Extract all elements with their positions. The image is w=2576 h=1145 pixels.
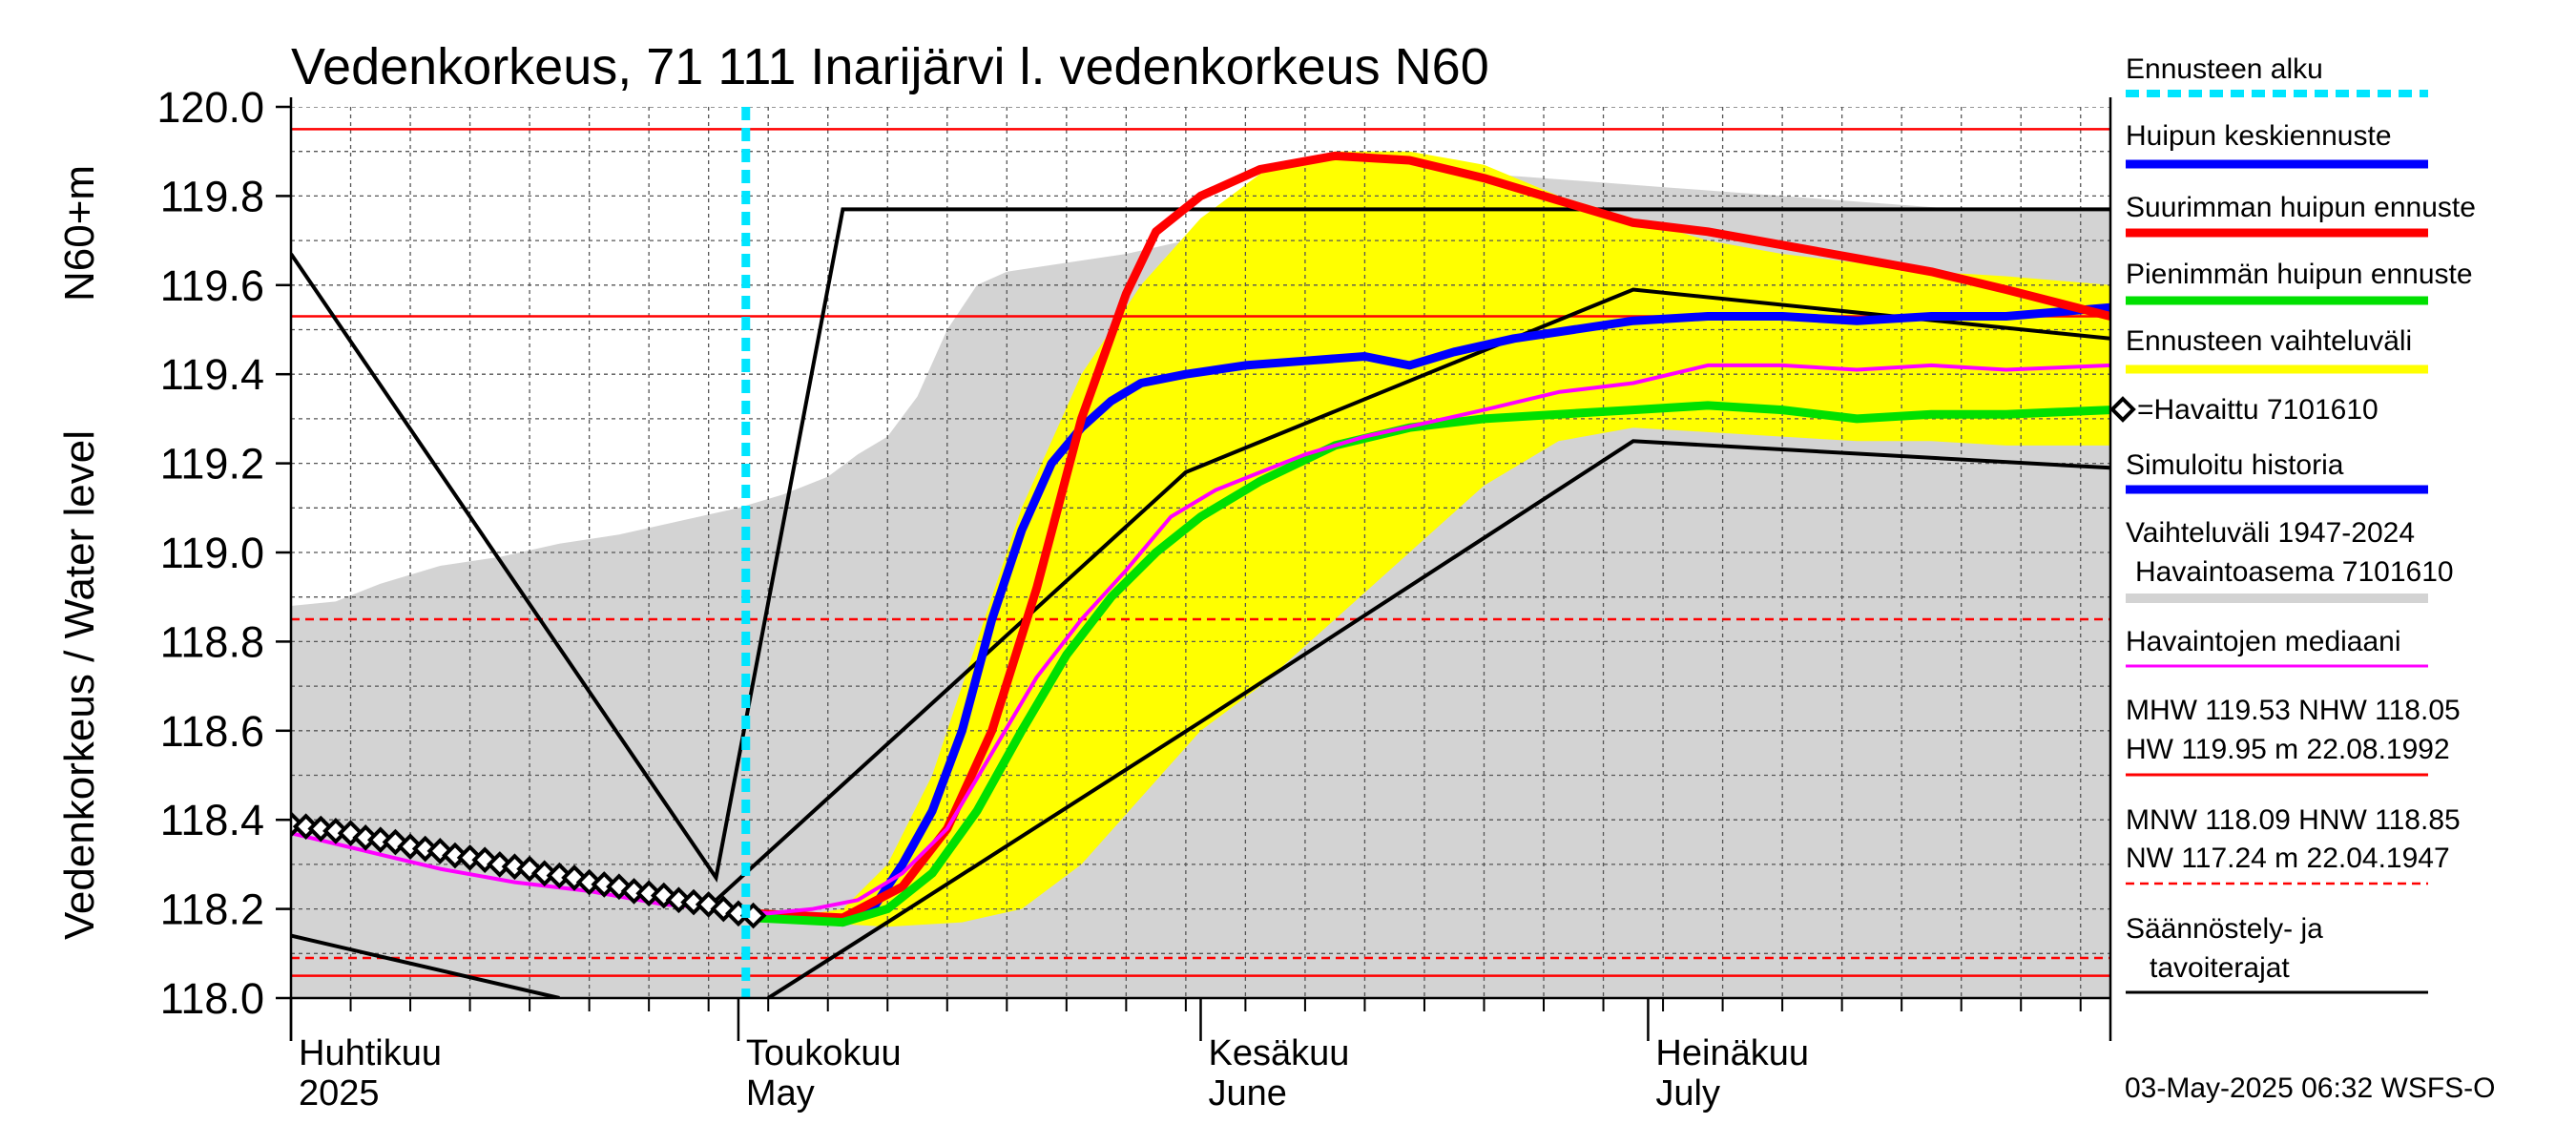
legend-label: Ennusteen vaihteluväli <box>2126 325 2412 357</box>
chart-title: Vedenkorkeus, 71 111 Inarijärvi l. veden… <box>291 38 1489 95</box>
legend-label-line2: NW 117.24 m 22.04.1947 <box>2126 843 2450 874</box>
legend-observed-marker <box>2109 396 2136 423</box>
legend-label: Vaihteluväli 1947-2024 <box>2126 517 2415 549</box>
y-tick-label: 119.8 <box>160 172 264 220</box>
legend-label: Simuloitu historia <box>2126 449 2344 481</box>
legend-label-line2: tavoiterajat <box>2150 952 2290 984</box>
month-label-fi: Huhtikuu <box>299 1033 442 1073</box>
legend-label-line2: HW 119.95 m 22.08.1992 <box>2126 734 2450 765</box>
month-label-en: June <box>1209 1073 1287 1114</box>
regulation-limit-line-1 <box>291 207 2110 884</box>
min-peak-forecast-line <box>749 401 2110 927</box>
forecast-range-band <box>753 151 2110 927</box>
y-tick-label: 120.0 <box>156 83 264 132</box>
y-axis-ticks: 118.0 118.2 118.4 118.6 118.8 119.0 119.2 119.4… <box>156 83 291 1023</box>
y-tick-label: 118.8 <box>160 617 264 666</box>
legend-label: MHW 119.53 NHW 118.05 <box>2126 695 2461 726</box>
legend-label: Huipun keskiennuste <box>2126 120 2392 152</box>
y-tick-label: 118.6 <box>160 707 264 756</box>
y-tick-label: 119.4 <box>160 350 264 399</box>
y-tick-label: 118.4 <box>160 796 264 844</box>
timestamp: 03-May-2025 06:32 WSFS-O <box>2125 1072 2496 1104</box>
plot-area <box>289 97 2112 1041</box>
max-peak-forecast-line <box>749 151 2110 923</box>
month-label-en: July <box>1655 1073 1720 1114</box>
y-axis-label: Vedenkorkeus / Water level <box>56 430 103 940</box>
month-label-fi: Kesäkuu <box>1209 1033 1350 1073</box>
y-tick-label: 119.0 <box>160 529 264 577</box>
y-tick-label: 118.0 <box>160 974 264 1023</box>
y-axis-unit-label: N60+m <box>56 165 103 302</box>
regulation-limit-line-4 <box>291 933 560 998</box>
legend-label: Säännöstely- ja <box>2126 913 2323 945</box>
month-label-en: 2025 <box>299 1073 380 1114</box>
y-tick-label: 119.2 <box>160 440 264 489</box>
month-label-fi: Toukokuu <box>746 1033 902 1073</box>
legend-label: MNW 118.09 HNW 118.85 <box>2126 804 2461 836</box>
legend-label: Ennusteen alku <box>2126 53 2323 85</box>
plot-content <box>291 107 2110 998</box>
legend-label: =Havaittu 7101610 <box>2137 394 2379 426</box>
y-tick-label: 118.2 <box>160 885 264 934</box>
legend-label-line2: Havaintoasema 7101610 <box>2135 556 2454 588</box>
regulation-limit-line-3 <box>767 439 2110 998</box>
legend-label: Havaintojen mediaani <box>2126 626 2401 657</box>
regulation-limit-line-2 <box>715 287 2110 902</box>
legend-label: Pienimmän huipun ennuste <box>2126 259 2473 290</box>
legend: Ennusteen alku Huipun keskiennuste Suurimm… <box>2109 53 2476 994</box>
month-label-en: May <box>746 1073 815 1114</box>
legend-label: Suurimman huipun ennuste <box>2126 192 2476 223</box>
mean-peak-forecast-line <box>749 302 2110 927</box>
y-tick-label: 119.6 <box>160 261 264 310</box>
month-label-fi: Heinäkuu <box>1655 1033 1809 1073</box>
